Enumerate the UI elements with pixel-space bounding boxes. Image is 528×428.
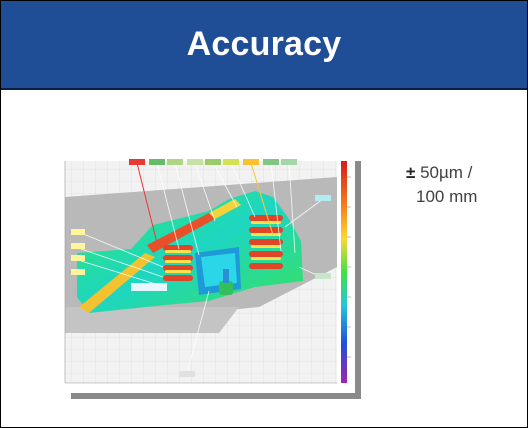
spec-value: 50µm /: [420, 163, 473, 182]
figure-container: [59, 157, 363, 401]
title-bar: Accuracy: [1, 1, 527, 90]
heatmap-graphic: [64, 159, 351, 384]
accuracy-spec: ± 50µm / 100 mm: [406, 161, 527, 209]
deviation-heatmap-image: [59, 157, 355, 393]
spec-line-2: 100 mm: [416, 187, 478, 206]
spec-line-1: ± 50µm /: [406, 161, 527, 185]
plus-minus-symbol: ±: [406, 163, 416, 182]
slide-title: Accuracy: [186, 25, 342, 63]
